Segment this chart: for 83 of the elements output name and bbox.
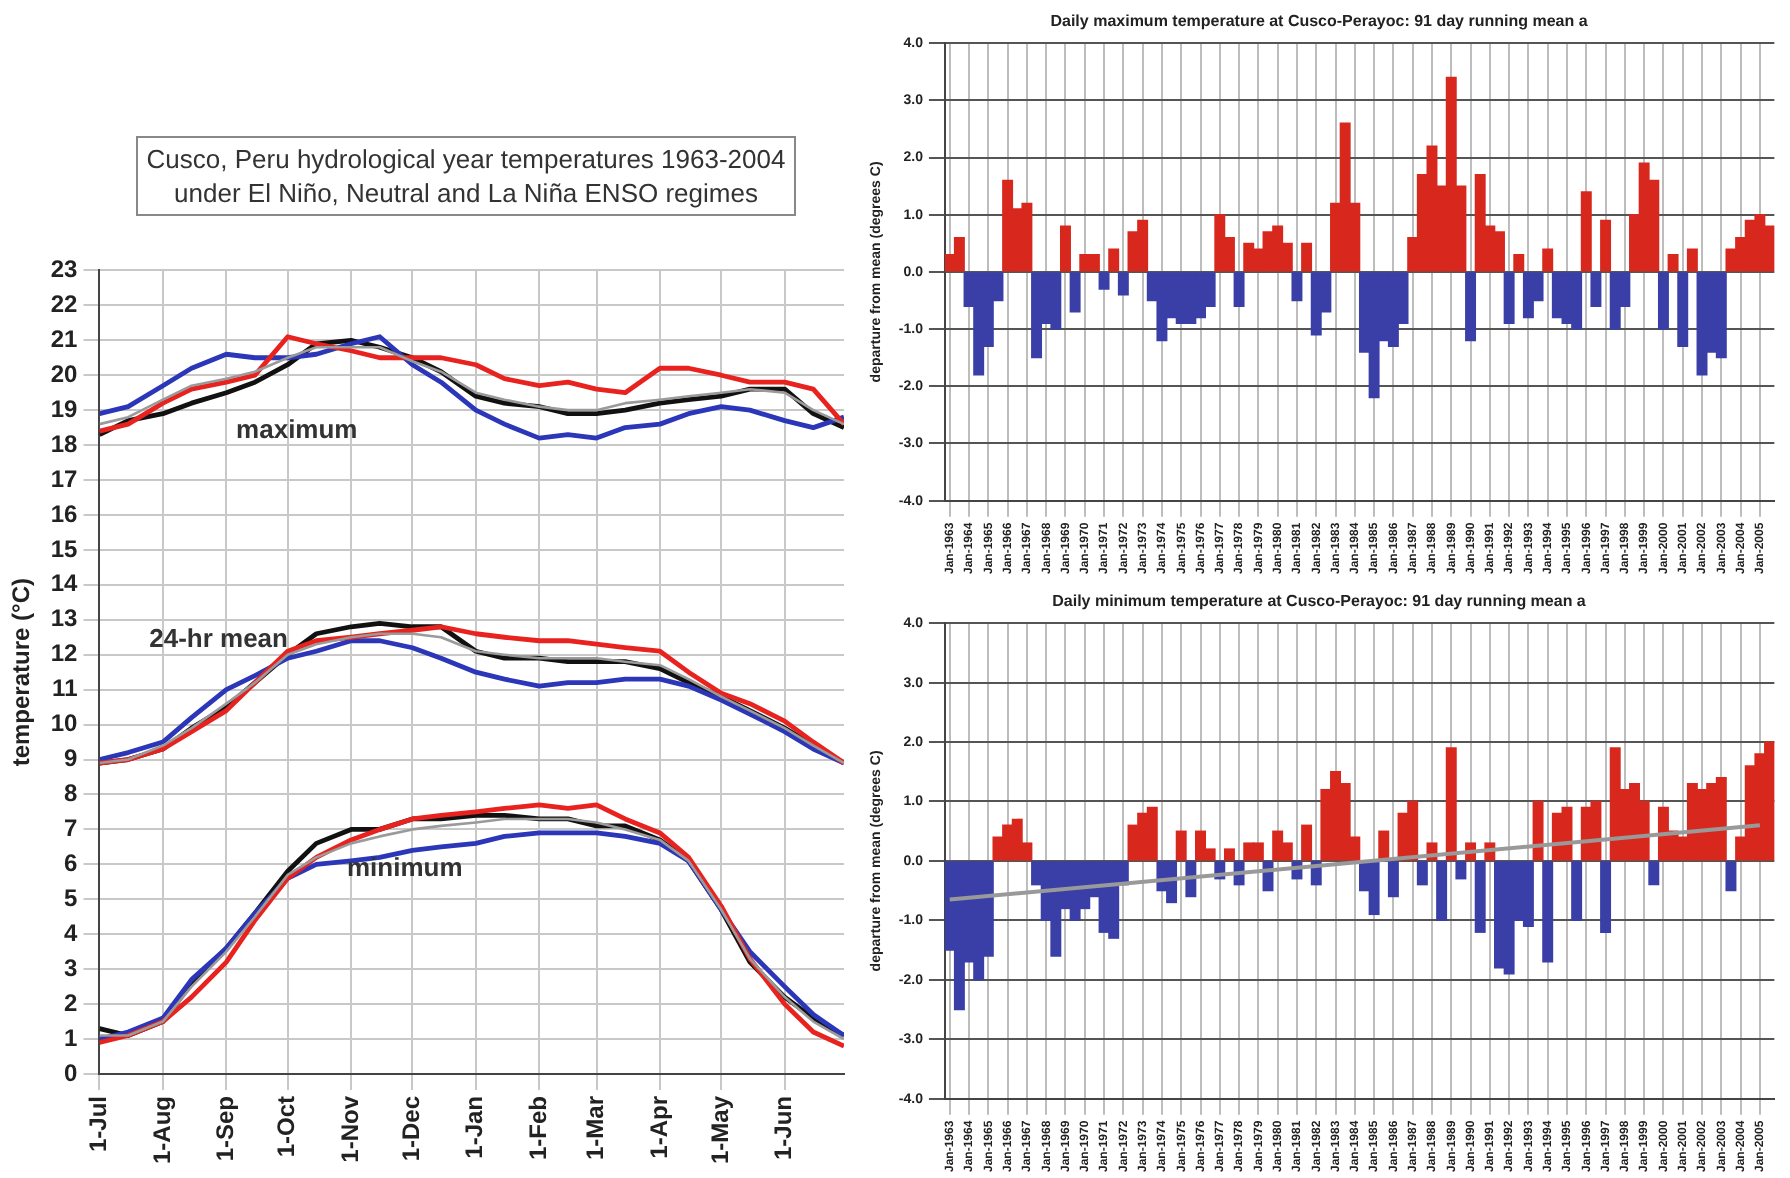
bar — [953, 861, 965, 1011]
bar — [1243, 242, 1255, 272]
annotation: 24-hr mean — [149, 623, 289, 654]
y-tick-label: 16 — [50, 499, 79, 528]
x-tick-label: 1-Jul — [84, 1095, 113, 1152]
bar — [1175, 830, 1187, 861]
bar — [1301, 242, 1313, 272]
x-tick-label: 1-Aug — [147, 1095, 176, 1164]
x-tick-label: 1-Feb — [523, 1095, 552, 1160]
y-tick-label: 18 — [50, 429, 79, 458]
y-tick-label: 5 — [64, 883, 79, 912]
x-tick-label: 1-Sep — [210, 1095, 239, 1162]
x-tick-label: 1-Dec — [397, 1095, 426, 1162]
x-tick-label: 1-Oct — [272, 1095, 301, 1158]
y-tick-label: 9 — [64, 744, 79, 773]
y-tick-label: 23 — [50, 255, 79, 284]
y-tick-label: 2 — [64, 988, 79, 1017]
y-tick-label: 19 — [50, 394, 79, 423]
y-tick-label: 21 — [50, 324, 79, 353]
bar — [1233, 272, 1245, 307]
y-tick-label: 13 — [50, 604, 79, 633]
bar — [1445, 747, 1457, 861]
y-tick-label: 0 — [64, 1058, 79, 1087]
y-tick-label: 3 — [64, 953, 79, 982]
bar — [1551, 272, 1563, 319]
y-tick-label: 11 — [52, 674, 79, 703]
bar — [1648, 861, 1660, 886]
x-tick-label: 1-Apr — [644, 1095, 673, 1159]
bar — [953, 236, 965, 272]
bar — [1667, 254, 1679, 272]
y-tick-label: 10 — [50, 709, 79, 738]
bar — [1291, 272, 1303, 302]
y-tick-label: 22 — [50, 289, 79, 318]
bar — [1455, 861, 1467, 880]
bar — [1600, 861, 1612, 933]
bar — [1686, 248, 1698, 272]
bar — [1436, 861, 1448, 921]
bar — [1571, 861, 1583, 921]
y-tick-label: 15 — [50, 534, 79, 563]
bar — [1474, 861, 1486, 933]
bar — [1513, 254, 1525, 272]
bar — [1503, 272, 1515, 325]
bar — [1542, 248, 1554, 272]
y-tick-label: 7 — [64, 814, 79, 843]
bar — [1098, 272, 1110, 290]
y-tick-label: 4 — [64, 918, 79, 947]
chart-title: Daily minimum temperature at Cusco-Perayoc: 91 day running mean a — [1052, 592, 1587, 611]
annotation: minimum — [346, 852, 463, 883]
chart-title: Daily maximum temperature at Cusco-Perayoc: 91 day running mean a — [1050, 12, 1589, 31]
y-tick-label: 12 — [50, 639, 79, 668]
y-axis-title: temperature (°C) — [7, 578, 36, 767]
bar — [1060, 225, 1071, 272]
chart-title: Cusco, Peru hydrological year temperatures 1963-2004 under El Niño, Neutral and La Niña ENSO regimes — [136, 136, 796, 216]
bar — [1542, 861, 1554, 963]
y-tick-label: 20 — [50, 359, 79, 388]
x-tick-label: 1-Jun — [769, 1095, 798, 1160]
bar — [1387, 861, 1399, 898]
x-tick-label: 1-Mar — [581, 1095, 610, 1160]
bar — [1031, 272, 1043, 359]
y-tick-label: 8 — [64, 779, 79, 808]
bar — [1117, 272, 1129, 296]
y-tick-label: 17 — [50, 464, 79, 493]
bar — [1725, 861, 1737, 892]
bar — [1580, 191, 1592, 272]
x-tick-label: 1-Nov — [335, 1095, 364, 1163]
bar — [1108, 248, 1120, 272]
y-tick-label: 6 — [64, 848, 79, 877]
bar — [1002, 179, 1014, 272]
annotation: maximum — [236, 414, 358, 445]
bar — [1590, 272, 1602, 307]
bar — [1657, 272, 1669, 330]
y-tick-label: 14 — [50, 569, 79, 598]
bar — [1465, 272, 1477, 342]
bar — [1532, 800, 1544, 861]
bar — [1416, 861, 1428, 886]
bar — [1301, 824, 1313, 861]
x-tick-label: 1-Jan — [460, 1095, 489, 1159]
x-tick-label: 1-May — [705, 1095, 734, 1164]
y-tick-label: 1 — [64, 1023, 79, 1052]
bar — [1600, 219, 1612, 272]
bar — [1677, 272, 1689, 347]
bar — [1223, 848, 1235, 861]
bar — [1069, 272, 1081, 313]
